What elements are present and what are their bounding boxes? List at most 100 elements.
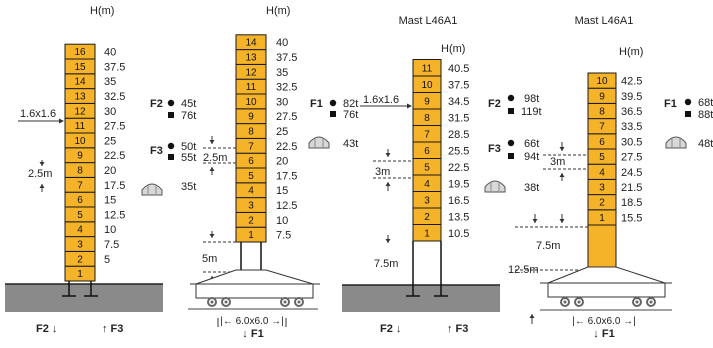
arrow-icon-head [529,314,535,318]
arrow-icon-head [559,147,565,151]
height-value: 21.5 [621,182,642,194]
anchor-load-value-right: 48t [698,138,713,150]
force-F2-circle-value: 98t [524,93,539,105]
force-F1-label: ↓ F1 [242,328,263,340]
mast-section-number: 11 [75,121,86,132]
force-F1-label: ↓ F1 [593,328,614,340]
mast-section-number: 10 [596,76,608,87]
section-size-label: 1.6x1.6 [363,94,399,106]
base-chassis [195,283,314,299]
height-value: 31.5 [448,112,469,124]
height-value: 40 [104,47,116,59]
arrow-icon-head [532,219,538,223]
height-value: 22.5 [104,150,125,162]
mast-section-number: 11 [422,63,433,74]
anchor-cap-icon [141,183,163,196]
mast-section-number: 3 [77,240,83,251]
force-F1-circle-value: 82t [343,98,358,110]
wheel-hub [577,300,581,304]
section-size-label: 1.6x1.6 [20,108,56,120]
base-height-label-2: 12.5m [508,264,539,276]
mast-section-number: 6 [424,146,430,157]
anchor-cap-icon [308,136,330,149]
square-bullet-icon [168,154,174,160]
mast-section-number: 14 [74,77,86,88]
mast-section-number: 3 [599,183,605,194]
force-F2-square-value: 76t [181,110,196,122]
mast-section-number: 5 [599,152,605,163]
height-value: 33.5 [621,121,642,133]
mast-section-number: 10 [74,136,86,147]
height-value: 7.5 [104,239,119,251]
force-F2-square-value: 119t [521,106,542,118]
circle-bullet-icon [684,98,692,106]
force-F3-circle-value: 66t [524,138,539,150]
mast-section-number: 5 [424,162,430,173]
chassis-dimension-label: |← 6.0x6.0 →| [220,316,284,327]
arrow-icon-head [385,239,391,243]
circle-bullet-icon [507,94,515,102]
force-F2-circle-value: 45t [181,98,196,110]
mast-section-number: 13 [74,92,86,103]
mast-section-number: 9 [424,96,430,107]
height-value: 37.5 [104,61,125,73]
anchor-load-value: 38t [524,182,539,194]
height-value: 16.5 [448,195,469,207]
height-value: 32.5 [104,91,125,103]
mast-section-number: 2 [599,198,605,209]
height-value: 25 [104,135,116,147]
mast-section-number: 5 [77,210,83,221]
height-value: 30 [104,106,116,118]
base-trapezoid [547,266,666,284]
mast-section [235,34,267,51]
height-value: 35 [276,67,288,79]
height-value: 5 [104,254,110,266]
square-bullet-icon [508,153,514,159]
mast-section-number: 3 [424,195,430,206]
height-value: 10 [104,224,116,236]
mast-section-number: 1 [248,230,254,241]
force-F3-circle-value: 50t [181,141,196,153]
base-height-label: 7.5m [536,240,560,252]
mast-section-number: 1 [424,228,430,239]
mast-section-number: 13 [245,53,257,64]
arrow-icon [59,118,64,124]
force-F1-circle-value-right: 68t [698,97,713,109]
height-value: 35 [104,76,116,88]
height-value: 18.5 [621,197,642,209]
mast-section [412,59,442,77]
mast-section-number: 4 [424,179,430,190]
base-height-label: 5m [202,253,217,265]
square-bullet-icon [168,112,174,118]
mast-section [64,43,96,60]
force-F3-square-value: 55t [181,152,196,164]
circle-bullet-icon [167,99,175,107]
mast-title: Mast L46A1 [575,15,634,27]
anchor-cap-icon [665,136,687,149]
force-F3-title: F3 [150,145,163,157]
mast-section-number: 9 [77,151,83,162]
anchor-load-value: 35t [181,181,196,193]
mast-section-number: 6 [77,195,83,206]
spacing-label: 2.5m [28,168,52,180]
height-value: 19.5 [448,178,469,190]
arrow-icon-head [559,173,565,177]
wheel-hub [210,300,214,304]
height-value: 15 [104,195,116,207]
base-height-label: 7.5m [374,258,398,270]
mast-section-number: 7 [599,122,605,133]
force-F2-title: F2 [150,98,163,110]
height-value: 15.5 [621,212,642,224]
mast-section-number: 5 [248,171,254,182]
height-value: 12.5 [104,209,125,221]
height-value: 20 [276,156,288,168]
height-value: 27.5 [621,152,642,164]
height-value: 37.5 [276,52,297,64]
height-value: 36.5 [621,106,642,118]
mast-section-number: 8 [77,166,83,177]
mast-section-number: 6 [248,156,254,167]
force-F2-label: F2 ↓ [36,323,57,335]
mast-section-number: 10 [421,80,433,91]
height-value: 30 [276,96,288,108]
